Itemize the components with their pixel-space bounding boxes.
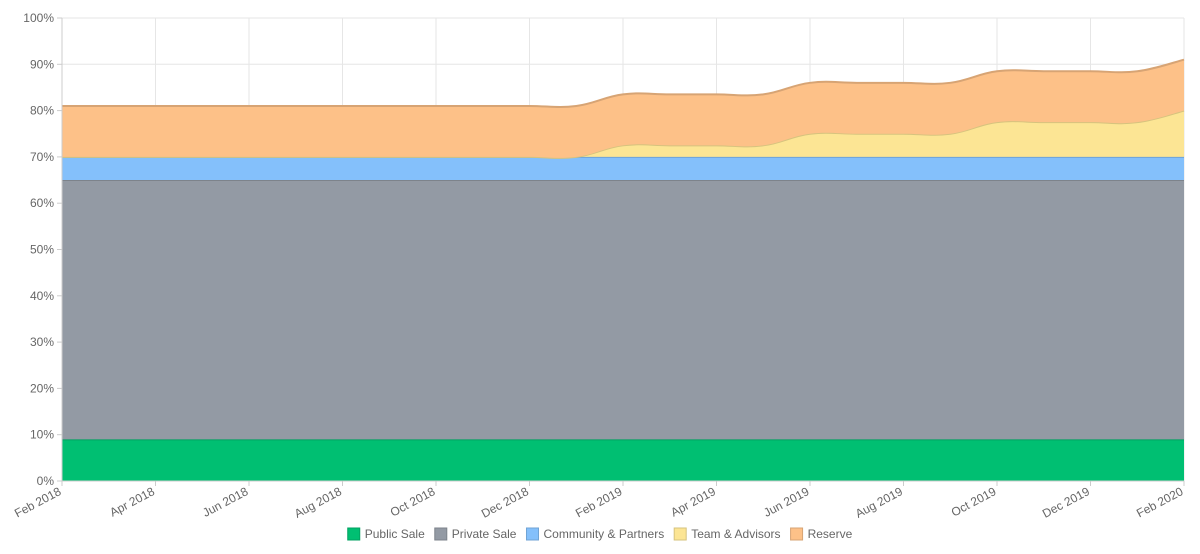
- area-team-and-advisors: [62, 110, 1184, 158]
- line-reserve: [61, 58, 1185, 108]
- x-tick-label: Feb 2020: [1134, 484, 1186, 520]
- legend: Public Sale Private Sale Community & Partn…: [347, 527, 853, 541]
- x-tick-label: Jun 2018: [200, 484, 250, 520]
- y-tick-label: 0%: [37, 474, 55, 488]
- legend-swatch: [673, 527, 687, 541]
- legend-label: Private Sale: [452, 527, 517, 541]
- y-tick-label: 80%: [30, 104, 54, 118]
- x-tick-label: Oct 2018: [388, 484, 438, 519]
- legend-item-community-and-partners: Community & Partners: [525, 527, 664, 541]
- legend-label: Reserve: [808, 527, 853, 541]
- x-tick-label: Dec 2018: [479, 484, 531, 521]
- y-tick-label: 30%: [30, 335, 54, 349]
- area-community-and-partners: [62, 156, 1184, 181]
- legend-swatch: [525, 527, 539, 541]
- x-tick-label: Feb 2019: [573, 484, 625, 520]
- legend-swatch: [347, 527, 361, 541]
- y-axis-ticks: 0% 10% 20% 30% 40% 50% 60% 70% 80% 90% 100%: [23, 11, 62, 488]
- y-tick-label: 20%: [30, 381, 54, 395]
- area-reserve: [62, 59, 1184, 158]
- x-axis-ticks: Feb 2018 Apr 2018 Jun 2018 Aug 2018 Oct 2018…: [12, 481, 1186, 521]
- y-tick-label: 40%: [30, 289, 54, 303]
- x-tick-label: Apr 2018: [107, 484, 157, 519]
- legend-label: Community & Partners: [543, 527, 664, 541]
- legend-item-private-sale: Private Sale: [434, 527, 517, 541]
- x-tick-label: Aug 2018: [292, 484, 344, 521]
- legend-item-reserve: Reserve: [790, 527, 853, 541]
- axes: [57, 18, 1184, 486]
- x-tick-label: Oct 2019: [949, 484, 999, 519]
- legend-label: Team & Advisors: [691, 527, 780, 541]
- stacked-areas: [61, 58, 1185, 481]
- x-tick-label: Feb 2018: [12, 484, 64, 520]
- area-public-sale: [62, 439, 1184, 481]
- legend-swatch: [434, 527, 448, 541]
- legend-label: Public Sale: [365, 527, 425, 541]
- y-tick-label: 90%: [30, 57, 54, 71]
- y-tick-label: 100%: [23, 11, 54, 25]
- x-tick-label: Dec 2019: [1040, 484, 1092, 521]
- legend-item-team-and-advisors: Team & Advisors: [673, 527, 781, 541]
- area-private-sale: [62, 180, 1184, 440]
- x-tick-label: Aug 2019: [853, 484, 905, 521]
- legend-item-public-sale: Public Sale: [347, 527, 425, 541]
- y-tick-label: 50%: [30, 243, 54, 257]
- y-tick-label: 10%: [30, 428, 54, 442]
- x-tick-label: Apr 2019: [668, 484, 718, 519]
- y-tick-label: 60%: [30, 196, 54, 210]
- y-tick-label: 70%: [30, 150, 54, 164]
- x-tick-label: Jun 2019: [761, 484, 811, 520]
- legend-swatch: [790, 527, 804, 541]
